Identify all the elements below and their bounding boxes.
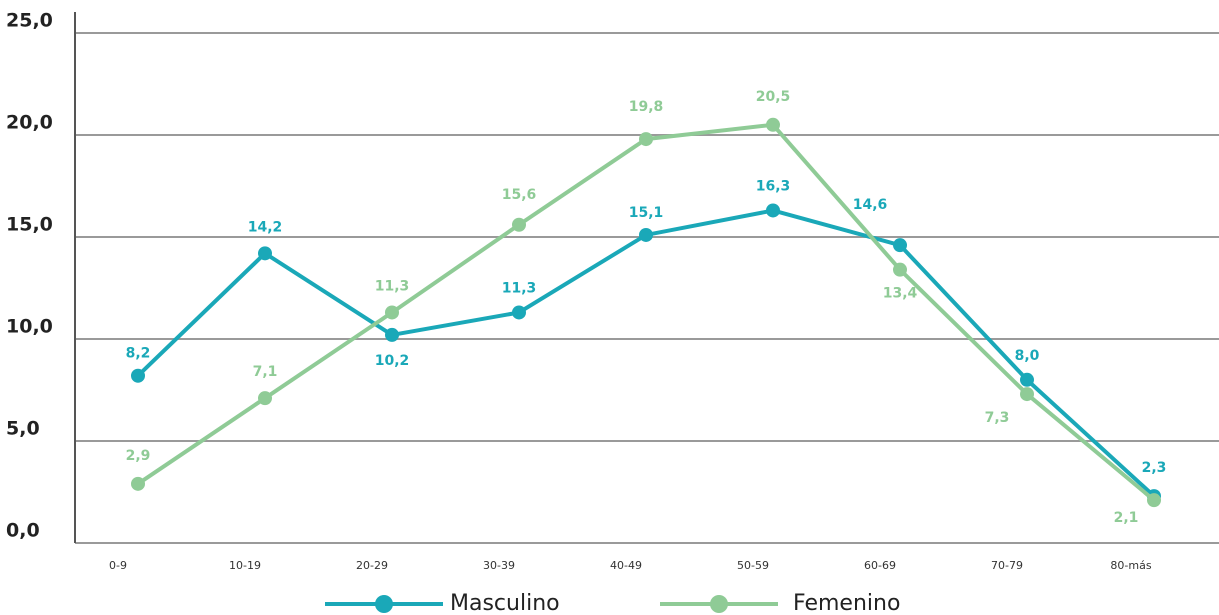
x-tick-label: 10-19	[229, 559, 261, 572]
legend-marker	[710, 595, 728, 613]
point	[1020, 372, 1034, 387]
data-label: 14,6	[853, 197, 888, 213]
data-label: 10,2	[375, 353, 410, 369]
data-label: 8,2	[126, 346, 151, 362]
legend-label: Femenino	[793, 591, 900, 615]
point	[258, 391, 272, 406]
point	[639, 132, 653, 147]
y-tick-label: 0,0	[6, 520, 40, 542]
point	[131, 476, 145, 491]
y-tick-label: 15,0	[6, 214, 53, 236]
series-line	[136, 208, 1156, 498]
x-tick-label: 80-más	[1110, 559, 1151, 572]
data-label: 2,3	[1142, 460, 1167, 476]
x-tick-label: 70-79	[991, 559, 1023, 572]
x-tick-label: 50-59	[737, 559, 769, 572]
data-label: 2,1	[1114, 510, 1139, 526]
legend-label: Masculino	[450, 591, 560, 615]
point	[512, 217, 526, 232]
series-line	[136, 122, 1156, 502]
point	[766, 117, 780, 132]
point	[1020, 387, 1034, 402]
point	[893, 262, 907, 277]
point	[131, 368, 145, 383]
x-tick-label: 0-9	[109, 559, 127, 572]
data-label: 15,1	[629, 205, 664, 221]
legend-marker	[375, 595, 393, 613]
y-tick-label: 10,0	[6, 316, 53, 338]
point	[385, 327, 399, 342]
data-label: 19,8	[629, 99, 664, 115]
point	[766, 203, 780, 218]
data-label: 7,3	[985, 410, 1010, 426]
data-label: 16,3	[756, 178, 791, 194]
data-label: 7,1	[253, 364, 278, 380]
x-tick-label: 20-29	[356, 559, 388, 572]
y-tick-label: 25,0	[6, 10, 53, 32]
data-label: 11,3	[502, 280, 537, 296]
data-label: 2,9	[126, 448, 151, 464]
point	[1147, 493, 1161, 508]
data-label: 11,3	[375, 278, 410, 294]
x-tick-label: 30-39	[483, 559, 515, 572]
y-tick-label: 20,0	[6, 112, 53, 134]
data-label: 8,0	[1015, 348, 1040, 364]
data-label: 20,5	[756, 89, 791, 105]
point	[512, 305, 526, 320]
point	[385, 305, 399, 320]
data-label: 13,4	[883, 286, 918, 302]
x-tick-label: 60-69	[864, 559, 896, 572]
y-tick-label: 5,0	[6, 418, 40, 440]
data-label: 15,6	[502, 187, 537, 203]
point	[893, 238, 907, 253]
point	[639, 227, 653, 242]
point	[258, 246, 272, 261]
x-tick-label: 40-49	[610, 559, 642, 572]
data-label: 14,2	[248, 219, 283, 235]
